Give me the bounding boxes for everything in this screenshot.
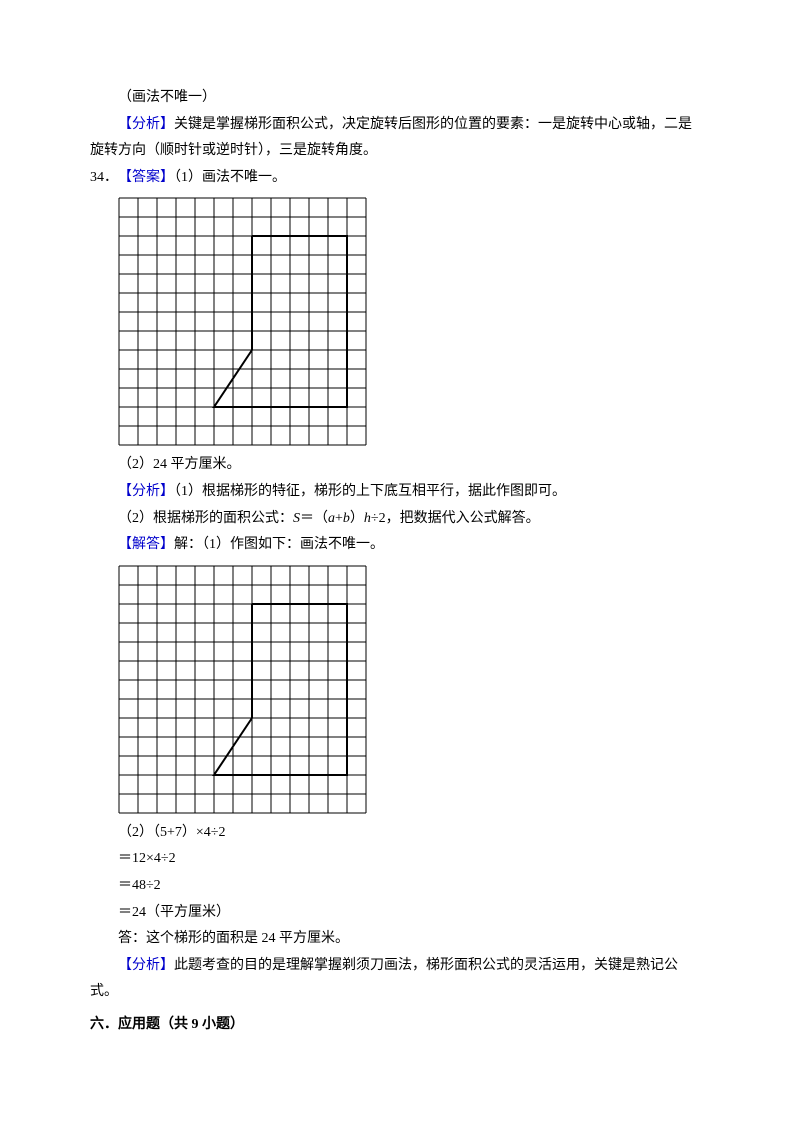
jieda-label: 【解答】 xyxy=(118,537,174,552)
fenxi-label-2: 【分析】 xyxy=(118,484,174,499)
fenxi-label-3: 【分析】 xyxy=(118,958,174,973)
f2e: + xyxy=(335,511,343,526)
grid-figure-2 xyxy=(118,565,704,814)
f2b: S xyxy=(293,511,300,526)
answer-line-2: （2）24 平方厘米。 xyxy=(90,452,704,479)
jieda-line: 【解答】解：（1）作图如下：画法不唯一。 xyxy=(90,532,704,559)
question-number: 34． xyxy=(90,165,118,192)
calc-3: ＝48÷2 xyxy=(90,873,704,900)
question-34: 34． 【答案】（1）画法不唯一。 xyxy=(90,165,704,192)
calc-1: （2）（5+7）×4÷2 xyxy=(90,820,704,847)
fenxi-3: 【分析】此题考查的目的是理解掌握剃须刀画法，梯形面积公式的灵活运用，关键是熟记公… xyxy=(90,953,704,1006)
calc-answer: 答：这个梯形的面积是 24 平方厘米。 xyxy=(90,926,704,953)
fenxi3-text: 此题考查的目的是理解掌握剃须刀画法，梯形面积公式的灵活运用，关键是熟记公式。 xyxy=(90,958,678,1000)
f2i: ÷2，把数据代入公式解答。 xyxy=(371,511,540,526)
jieda-text: 解：（1）作图如下：画法不唯一。 xyxy=(174,537,384,552)
fenxi-label: 【分析】 xyxy=(118,117,174,132)
f2a: （2）根据梯形的面积公式： xyxy=(118,511,293,526)
fenxi2-text1: （1）根据梯形的特征，梯形的上下底互相平行，据此作图即可。 xyxy=(174,484,566,499)
fenxi-2-part2: （2）根据梯形的面积公式：S＝（a+b）h÷2，把数据代入公式解答。 xyxy=(90,506,704,533)
answer-1-text: （1）画法不唯一。 xyxy=(174,170,286,185)
f2c: ＝（ xyxy=(300,511,328,526)
f2g: ） xyxy=(350,511,364,526)
calc-4: ＝24（平方厘米） xyxy=(90,900,704,927)
answer-line-1: 【答案】（1）画法不唯一。 xyxy=(118,165,286,192)
fenxi-1: 【分析】关键是掌握梯形面积公式，决定旋转后图形的位置的要素：一是旋转中心或轴，二… xyxy=(90,112,704,165)
fenxi-text: 关键是掌握梯形面积公式，决定旋转后图形的位置的要素：一是旋转中心或轴，二是旋转方… xyxy=(90,117,692,159)
fenxi-2-part1: 【分析】（1）根据梯形的特征，梯形的上下底互相平行，据此作图即可。 xyxy=(90,479,704,506)
f2h: h xyxy=(364,511,371,526)
f2f: b xyxy=(343,511,350,526)
hua-fa-note: （画法不唯一） xyxy=(90,85,704,112)
calc-2: ＝12×4÷2 xyxy=(90,846,704,873)
grid-figure-1 xyxy=(118,197,704,446)
daan-label: 【答案】 xyxy=(118,170,174,185)
f2d: a xyxy=(328,511,335,526)
section-6-heading: 六．应用题（共 9 小题） xyxy=(90,1012,704,1039)
